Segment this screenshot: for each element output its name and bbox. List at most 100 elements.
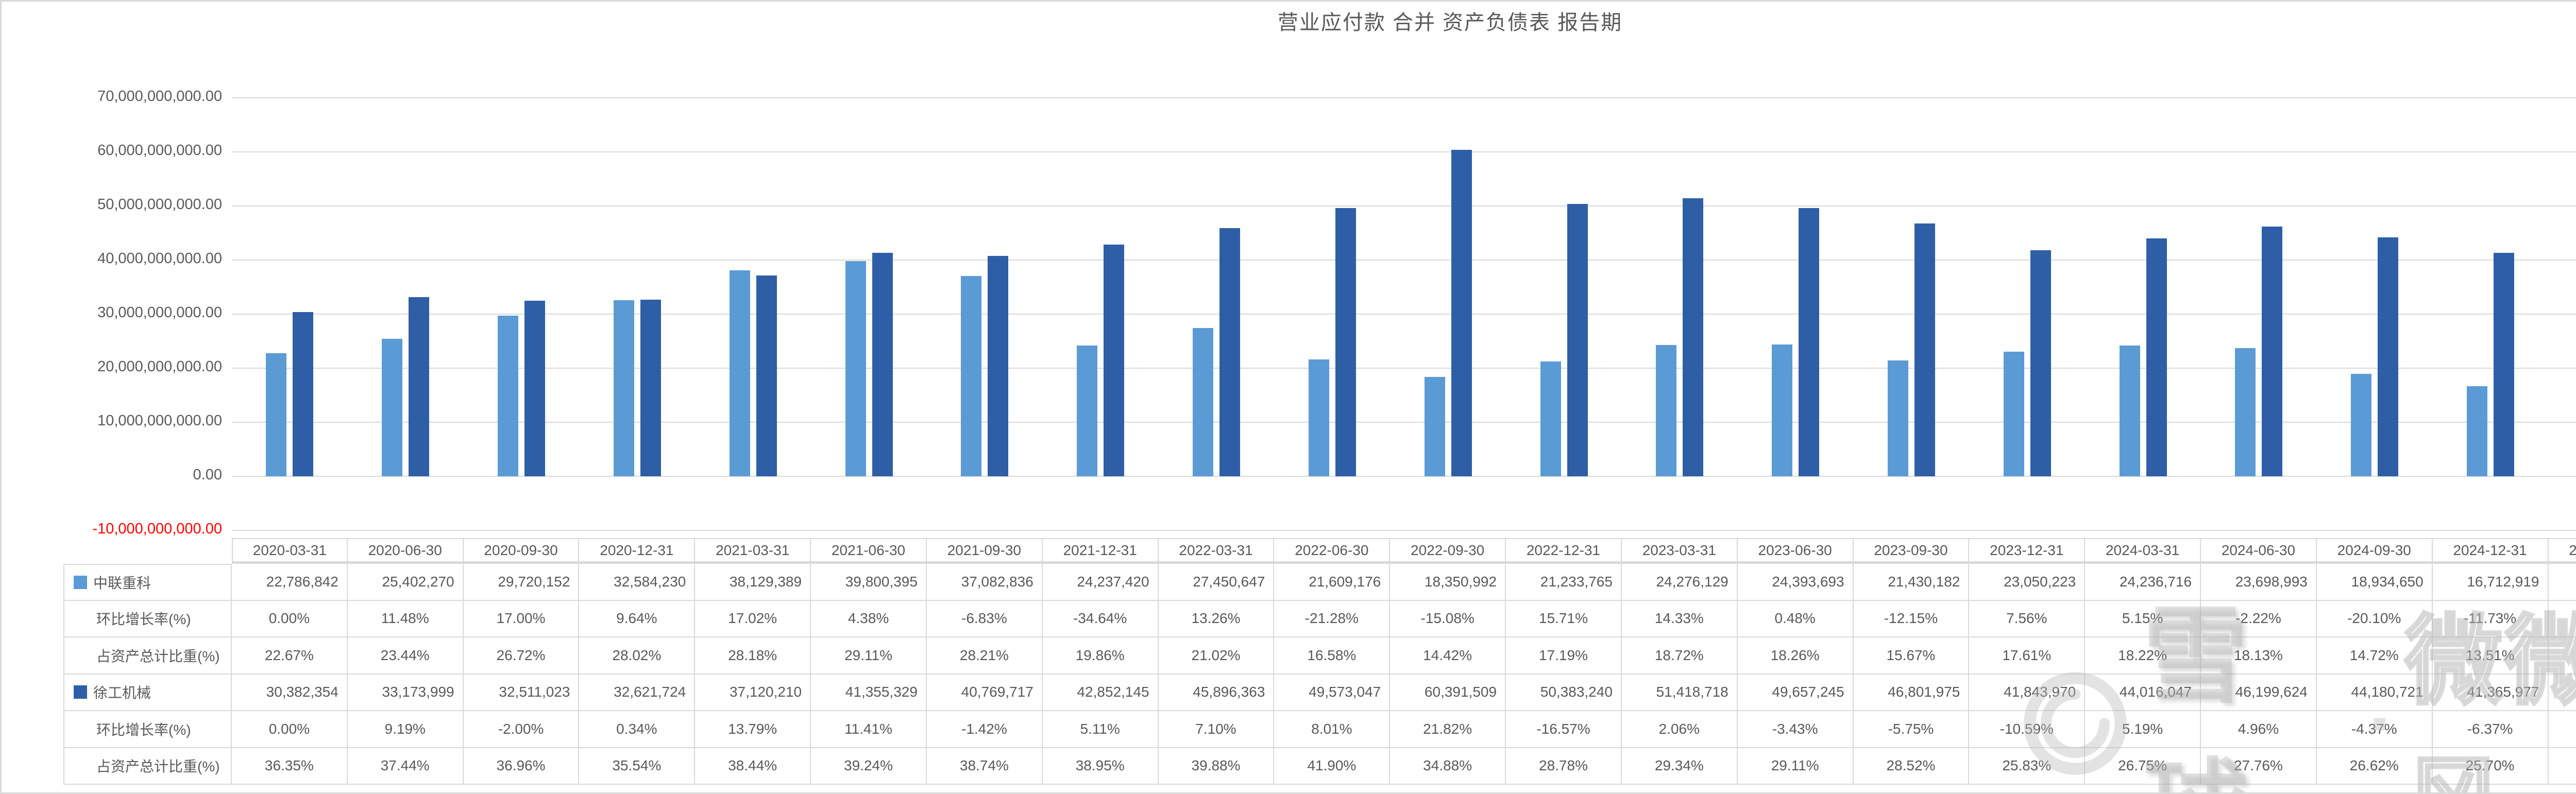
table-cell: 18.26%	[1737, 637, 1854, 675]
row-label-text: 占资产总计比重(%)	[96, 758, 220, 775]
row-label-text: 环比增长率(%)	[96, 611, 191, 628]
table-cell: -1.42%	[926, 711, 1043, 748]
table-cell: 11.48%	[347, 600, 464, 637]
table-cell: 25.83%	[1969, 748, 2086, 785]
table-cell: 32,511,023	[463, 674, 580, 711]
bar-中联重科-2022-06-30	[1308, 359, 1329, 476]
bar-徐工机械-2021-09-30	[988, 255, 1009, 476]
bar-徐工机械-2020-06-30	[409, 297, 430, 476]
table-cell: 25,402,270	[347, 564, 464, 601]
table-cell: 38.95%	[1042, 748, 1159, 785]
table-cell: 24,276,129	[1621, 564, 1738, 601]
row-label-text: 徐工机械	[93, 685, 151, 701]
row-label-1: 中联重科	[63, 564, 232, 601]
date-header-cell: 2022-12-31	[1506, 538, 1622, 564]
date-header-cell: 2021-03-31	[695, 538, 811, 564]
row-label-2: 环比增长率(%)	[63, 600, 232, 637]
table-cell: 0.48%	[1737, 600, 1854, 637]
bar-徐工机械-2020-03-31	[293, 312, 314, 476]
table-cell: 32,584,230	[579, 564, 696, 601]
bar-徐工机械-2022-09-30	[1451, 149, 1472, 476]
table-cell: -20.10%	[2316, 600, 2433, 637]
table-cell: 41,355,329	[811, 674, 927, 711]
y-axis-tick-label: 60,000,000,000.00	[97, 142, 222, 159]
table-cell: 28.02%	[579, 637, 696, 675]
table-cell: 22.67%	[232, 637, 348, 675]
date-header-cell: 2022-03-31	[1158, 538, 1275, 564]
table-cell: -11.73%	[2432, 600, 2549, 637]
table-cell: 39,800,395	[811, 564, 927, 601]
gridline	[232, 530, 2576, 531]
table-cell: 21,609,176	[1274, 564, 1391, 601]
bar-徐工机械-2023-06-30	[1799, 208, 1820, 476]
table-cell: 38.74%	[926, 748, 1043, 785]
table-cell: 18,237,115	[2548, 564, 2576, 601]
table-cell: 46,801,975	[1853, 674, 1970, 711]
date-header-cell: 2025-03-31	[2548, 538, 2576, 564]
table-cell: 42,852,145	[1042, 674, 1159, 711]
row-label-text: 环比增长率(%)	[96, 721, 191, 738]
bar-徐工机械-2020-12-31	[640, 300, 661, 476]
bar-徐工机械-2023-03-31	[1683, 198, 1704, 476]
table-cell: 35.54%	[579, 748, 696, 785]
bar-徐工机械-2021-12-31	[1104, 245, 1125, 476]
table-cell: 29,720,152	[463, 564, 580, 601]
bar-中联重科-2024-03-31	[2119, 345, 2140, 476]
table-cell: 26.75%	[2085, 748, 2201, 785]
date-header-cell: 2022-09-30	[1390, 538, 1506, 564]
bar-中联重科-2020-03-31	[266, 353, 287, 476]
table-cell: 19.86%	[1042, 637, 1159, 675]
table-cell: -12.15%	[1853, 600, 1970, 637]
bar-徐工机械-2020-09-30	[524, 300, 546, 476]
table-cell: 13.51%	[2432, 637, 2549, 675]
table-cell: 44,016,047	[2085, 674, 2201, 711]
bar-中联重科-2023-06-30	[1772, 344, 1793, 476]
gridline	[232, 476, 2576, 477]
table-cell: 26.24%	[2548, 748, 2576, 785]
table-cell: 49,657,245	[1737, 674, 1854, 711]
bar-中联重科-2024-06-30	[2235, 348, 2256, 476]
gridline	[232, 260, 2576, 261]
table-cell: 23,698,993	[2201, 564, 2317, 601]
table-cell: 24,393,693	[1737, 564, 1854, 601]
table-cell: 17.19%	[1506, 637, 1622, 675]
table-cell: 17.61%	[1969, 637, 2086, 675]
table-cell: 45,896,363	[1158, 674, 1275, 711]
row-label-text: 中联重科	[93, 575, 151, 591]
table-cell: -2.22%	[2201, 600, 2317, 637]
bar-中联重科-2022-12-31	[1540, 361, 1561, 476]
table-cell: 7.10%	[1158, 711, 1275, 748]
table-cell: 28.52%	[1853, 748, 1970, 785]
bar-徐工机械-2024-12-31	[2494, 252, 2515, 476]
bar-徐工机械-2024-09-30	[2378, 237, 2399, 476]
bar-徐工机械-2024-06-30	[2262, 226, 2283, 476]
chart-title: 营业应付款 合并 资产负债表 报告期	[1277, 11, 1623, 34]
bar-中联重科-2023-12-31	[2003, 351, 2024, 476]
table-cell: 41,843,970	[1969, 674, 2086, 711]
date-header-cell: 2023-03-31	[1621, 538, 1738, 564]
table-cell: 18,934,650	[2316, 564, 2433, 601]
table-cell: 18.22%	[2085, 637, 2201, 675]
table-cell: 33,173,999	[347, 674, 464, 711]
table-cell: 4.38%	[811, 600, 927, 637]
table-cell: -10.59%	[1969, 711, 2086, 748]
table-cell: 15.71%	[1506, 600, 1622, 637]
table-cell: -2.00%	[463, 711, 580, 748]
gridline	[232, 151, 2576, 152]
table-cell: 16.58%	[1274, 637, 1391, 675]
table-cell: 21,233,765	[1506, 564, 1622, 601]
table-cell: 41.90%	[1274, 748, 1391, 785]
gridline	[232, 314, 2576, 315]
table-cell: -6.83%	[926, 600, 1043, 637]
table-cell: 14.42%	[1390, 637, 1506, 675]
table-cell: 14.72%	[2316, 637, 2433, 675]
table-cell: 28.78%	[1506, 748, 1622, 785]
date-header-cell: 2021-12-31	[1042, 538, 1159, 564]
date-header-cell: 2020-09-30	[463, 538, 580, 564]
bar-中联重科-2021-06-30	[845, 261, 866, 476]
table-cell: -3.43%	[1737, 711, 1854, 748]
y-axis-tick-label: 40,000,000,000.00	[97, 250, 222, 267]
table-cell: 24,237,420	[1042, 564, 1159, 601]
table-cell: 17.00%	[463, 600, 580, 637]
